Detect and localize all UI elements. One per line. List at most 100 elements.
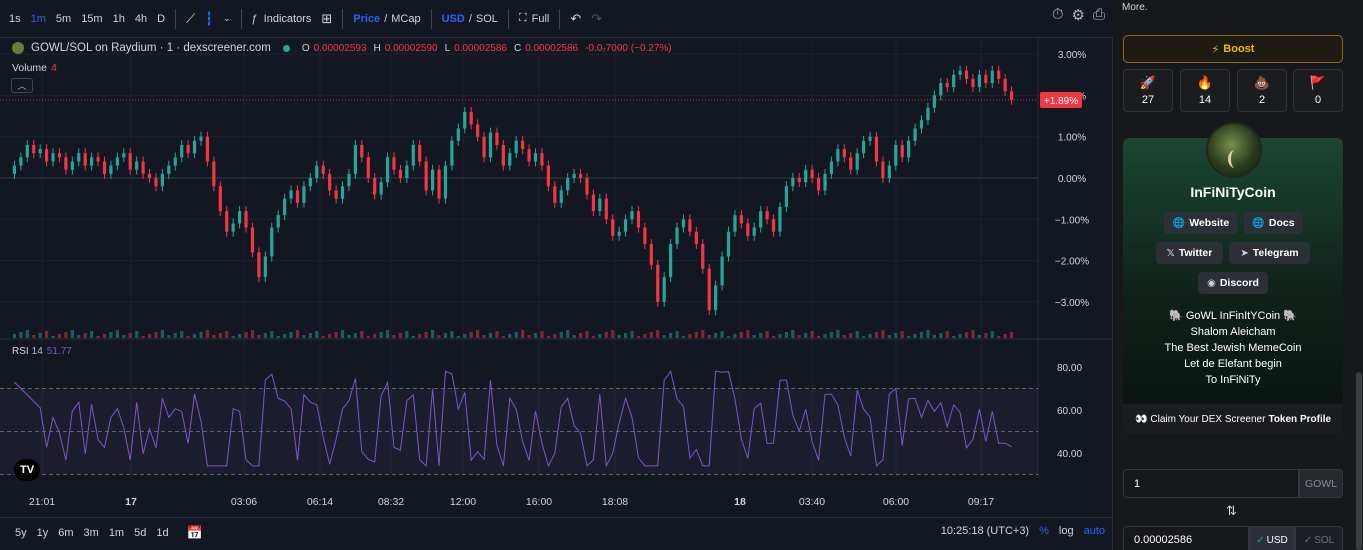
volume-bar [849, 333, 853, 338]
volume-bar [765, 331, 769, 338]
percent-toggle[interactable]: % [1039, 525, 1049, 537]
range-1m[interactable]: 1m [108, 526, 125, 539]
amount-input[interactable]: 1 [1123, 469, 1299, 498]
more-text[interactable]: More. [1122, 2, 1148, 13]
volume-bar [308, 333, 312, 338]
timeframe-5m[interactable]: 5m [55, 12, 72, 25]
candle-body [430, 169, 435, 191]
timeframe-1m[interactable]: 1m [30, 12, 46, 25]
timeframe-1h[interactable]: 1h [112, 12, 125, 25]
toolbar-divider [240, 8, 242, 29]
candle-body [315, 165, 319, 178]
sol-option: SOL [475, 12, 498, 25]
reaction-count: 2 [1258, 94, 1266, 106]
boost-button[interactable]: ⚡ Boost [1123, 35, 1343, 63]
usd-sol-toggle[interactable]: USD / SOL [437, 6, 503, 32]
website-button[interactable]: 🌐 Website [1164, 212, 1238, 234]
candle-body [469, 111, 473, 125]
auto-toggle[interactable]: auto [1083, 525, 1105, 537]
price-chart[interactable]: 3.00%2.00%1.00%0.00%−1.00%−2.00%−3.00%+1… [0, 38, 1113, 517]
fullscreen-button[interactable]: ⛶ Full [514, 6, 554, 32]
candle-body [167, 165, 171, 174]
close-label: C [514, 42, 522, 54]
volume-bar [681, 336, 686, 338]
time-tick-label: 09:17 [968, 496, 994, 508]
volume-bar [141, 336, 145, 338]
candle-body [694, 231, 698, 245]
price-mcap-toggle[interactable]: Price / MCap [348, 6, 425, 32]
tradingview-logo-icon[interactable]: TV [14, 459, 40, 481]
candle-body [533, 153, 538, 162]
candle-body [669, 244, 673, 278]
date-range-icon[interactable]: 📅 [186, 524, 203, 540]
layout-grid-icon[interactable]: ⊞ [321, 10, 333, 26]
candle-body [733, 215, 737, 232]
reaction-fire[interactable]: 🔥 14 [1180, 69, 1230, 112]
volume-bar [894, 333, 898, 338]
range-3m[interactable]: 3m [83, 526, 99, 539]
candle-body [109, 165, 113, 174]
chevron-down-icon[interactable]: ⌄ [222, 13, 231, 23]
range-1d[interactable]: 1d [156, 526, 169, 539]
docs-button[interactable]: 🌐 Docs [1244, 212, 1303, 234]
clock-readout[interactable]: 10:25:18 (UTC+3) [940, 525, 1030, 537]
sidebar-scrollbar[interactable] [1354, 0, 1363, 550]
volume-bar [424, 332, 428, 338]
check-icon: ✓ [1256, 534, 1265, 546]
volume-bar [135, 331, 139, 338]
timeframe-1s[interactable]: 1s [9, 12, 21, 25]
reaction-rocket[interactable]: 🚀 27 [1123, 69, 1173, 112]
scrollbar-thumb[interactable] [1356, 372, 1362, 550]
reaction-poop[interactable]: 💩 2 [1237, 69, 1287, 112]
timeframe-d[interactable]: D [157, 12, 166, 25]
candles-icon[interactable]: ┇ [205, 10, 213, 26]
volume-bar [701, 330, 705, 338]
unit-gowl[interactable]: GOWL [1299, 469, 1343, 498]
alert-clock-icon[interactable]: ⏱ [1051, 6, 1064, 23]
range-6m[interactable]: 6m [58, 526, 74, 539]
candle-body [302, 186, 306, 203]
volume-bar [636, 336, 641, 338]
volume-bar [115, 330, 119, 338]
unit-sol-button[interactable]: ✓ SOL [1295, 526, 1343, 550]
description-line: Shalom Aleicham [1190, 326, 1276, 338]
camera-icon[interactable]: ⎙ [1092, 6, 1105, 23]
candle-body [32, 144, 36, 154]
unit-usd-button[interactable]: ✓ USD [1249, 526, 1295, 550]
telegram-button[interactable]: ➤ Telegram [1229, 242, 1310, 264]
reaction-flag[interactable]: 🚩 0 [1293, 69, 1343, 112]
candle-body [135, 161, 139, 170]
candle-body [379, 182, 383, 195]
redo-icon[interactable]: ↷ [591, 10, 603, 26]
volume-bar [128, 333, 132, 338]
price-tick-label: 1.00% [1058, 133, 1086, 144]
volume-bar [44, 331, 49, 338]
swap-arrows-icon[interactable]: ⇅ [1226, 503, 1237, 518]
volume-bar [964, 332, 969, 338]
range-5d[interactable]: 5d [134, 526, 147, 539]
candle-body [546, 165, 550, 187]
volume-bar [707, 335, 711, 338]
undo-icon[interactable]: ↶ [570, 10, 582, 26]
collapse-legend-button[interactable]: ︿ [11, 78, 33, 93]
amount-output[interactable]: 0.00002586 [1123, 526, 1249, 550]
range-5y[interactable]: 5y [15, 526, 27, 539]
twitter-button[interactable]: 𝕏 Twitter [1156, 242, 1223, 264]
claim-profile-link[interactable]: 👀 Claim Your DEX Screener Token Profile [1123, 404, 1343, 434]
timeframe-15m[interactable]: 15m [81, 12, 103, 25]
log-toggle[interactable]: log [1058, 525, 1074, 537]
candle-body [25, 144, 29, 158]
candle-body [83, 153, 87, 166]
gear-icon[interactable]: ⚙ [1071, 7, 1085, 24]
indicators-button[interactable]: ƒ Indicators [247, 6, 317, 32]
candle-body [630, 211, 634, 220]
line-chart-icon[interactable]: ⟋ [186, 10, 196, 26]
volume-bar [456, 336, 460, 338]
discord-button[interactable]: ◉ Discord [1198, 272, 1268, 294]
chart-legend: GOWL/SOL on Raydium · 1 · dexscreener.co… [12, 42, 675, 54]
volume-bar [907, 336, 911, 338]
timeframe-4h[interactable]: 4h [134, 12, 148, 25]
volume-bar [939, 333, 943, 338]
range-1y[interactable]: 1y [36, 526, 49, 539]
volume-bar [868, 334, 872, 338]
